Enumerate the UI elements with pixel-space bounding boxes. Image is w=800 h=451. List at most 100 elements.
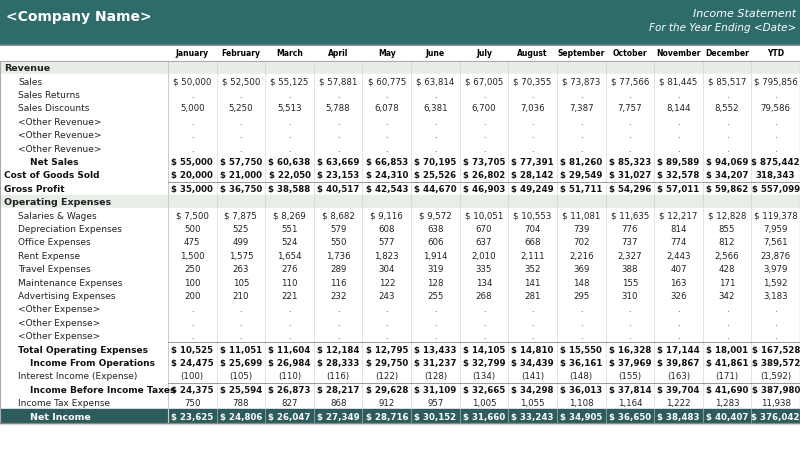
Text: 7,387: 7,387 [569, 104, 594, 113]
Text: 3,183: 3,183 [763, 291, 788, 300]
Text: .: . [482, 331, 486, 341]
Text: 318,343: 318,343 [756, 171, 795, 180]
Text: $ 38,588: $ 38,588 [269, 184, 310, 193]
Text: November: November [656, 50, 701, 58]
Text: Sales: Sales [18, 78, 42, 87]
Text: 1,005: 1,005 [472, 398, 496, 407]
Text: .: . [240, 118, 242, 127]
Bar [0, 276, 800, 289]
Text: .: . [531, 318, 534, 327]
Text: $ 40,517: $ 40,517 [317, 184, 359, 193]
Text: 342: 342 [719, 291, 735, 300]
Text: 6,078: 6,078 [374, 104, 399, 113]
Text: 704: 704 [524, 225, 541, 234]
Text: .: . [434, 144, 437, 153]
Text: $ 51,711: $ 51,711 [560, 184, 602, 193]
Text: .: . [434, 118, 437, 127]
Text: (100): (100) [181, 372, 204, 381]
Text: $ 44,670: $ 44,670 [414, 184, 457, 193]
Text: $ 85,517: $ 85,517 [708, 78, 746, 87]
Text: $ 39,867: $ 39,867 [658, 358, 700, 367]
Text: 276: 276 [282, 265, 298, 274]
Text: Income Before Income Taxes: Income Before Income Taxes [30, 385, 175, 394]
Text: .: . [482, 131, 486, 140]
Text: (105): (105) [230, 372, 253, 381]
Text: .: . [288, 144, 291, 153]
Text: YTD: YTD [767, 50, 784, 58]
Text: $ 42,543: $ 42,543 [366, 184, 408, 193]
Text: $ 94,069: $ 94,069 [706, 158, 748, 166]
Text: .: . [629, 118, 631, 127]
Text: $ 55,125: $ 55,125 [270, 78, 309, 87]
Text: 1,914: 1,914 [423, 251, 448, 260]
Text: 957: 957 [427, 398, 443, 407]
Text: .: . [726, 305, 728, 314]
Text: 7,757: 7,757 [618, 104, 642, 113]
Text: $ 28,217: $ 28,217 [317, 385, 359, 394]
Text: $ 31,109: $ 31,109 [414, 385, 457, 394]
Text: Office Expenses: Office Expenses [18, 238, 90, 247]
Text: .: . [386, 131, 388, 140]
Text: $ 46,903: $ 46,903 [463, 184, 505, 193]
Text: 2,566: 2,566 [714, 251, 739, 260]
Bar [0, 156, 800, 169]
Text: $ 20,000: $ 20,000 [171, 171, 214, 180]
Text: January: January [176, 50, 209, 58]
Bar [0, 75, 800, 88]
Text: .: . [580, 318, 582, 327]
Text: 1,592: 1,592 [763, 278, 788, 287]
Text: .: . [482, 305, 486, 314]
Text: $ 8,682: $ 8,682 [322, 211, 354, 220]
Text: 116: 116 [330, 278, 346, 287]
Text: $ 26,984: $ 26,984 [268, 358, 310, 367]
Text: $ 21,000: $ 21,000 [220, 171, 262, 180]
Text: 352: 352 [524, 265, 541, 274]
Text: $ 41,690: $ 41,690 [706, 385, 748, 394]
Text: $ 39,704: $ 39,704 [658, 385, 700, 394]
Text: 1,736: 1,736 [326, 251, 350, 260]
Text: 388: 388 [622, 265, 638, 274]
Text: February: February [222, 50, 261, 58]
Text: 868: 868 [330, 398, 346, 407]
Text: June: June [426, 50, 445, 58]
Text: .: . [434, 318, 437, 327]
Text: .: . [629, 305, 631, 314]
Text: $ 29,750: $ 29,750 [366, 358, 408, 367]
Text: 1,823: 1,823 [374, 251, 399, 260]
Text: .: . [386, 318, 388, 327]
Text: $ 7,500: $ 7,500 [176, 211, 209, 220]
Text: <Other Expense>: <Other Expense> [18, 331, 100, 341]
Text: 79,586: 79,586 [761, 104, 790, 113]
Text: $ 25,594: $ 25,594 [220, 385, 262, 394]
Bar [0, 102, 800, 115]
Text: $ 24,806: $ 24,806 [220, 412, 262, 421]
Text: $ 24,475: $ 24,475 [171, 358, 214, 367]
Text: 289: 289 [330, 265, 346, 274]
Text: <Company Name>: <Company Name> [6, 10, 152, 24]
Text: $ 31,237: $ 31,237 [414, 358, 457, 367]
Text: 295: 295 [573, 291, 590, 300]
Text: $ 54,296: $ 54,296 [609, 184, 651, 193]
Text: $ 70,195: $ 70,195 [414, 158, 457, 166]
Text: $ 34,439: $ 34,439 [511, 358, 554, 367]
Text: .: . [240, 91, 242, 100]
Text: .: . [288, 118, 291, 127]
Text: 827: 827 [282, 398, 298, 407]
Text: .: . [580, 131, 582, 140]
Text: $ 66,853: $ 66,853 [366, 158, 408, 166]
Text: September: September [558, 50, 605, 58]
Text: $ 28,716: $ 28,716 [366, 412, 408, 421]
Text: .: . [531, 131, 534, 140]
Text: .: . [774, 318, 777, 327]
Bar [0, 169, 800, 182]
Text: Income Statement: Income Statement [693, 9, 796, 19]
Bar [0, 196, 800, 209]
Text: .: . [434, 331, 437, 341]
Text: 2,010: 2,010 [472, 251, 496, 260]
Text: $ 12,217: $ 12,217 [659, 211, 698, 220]
Text: Total Operating Expenses: Total Operating Expenses [18, 345, 148, 354]
Text: Rent Expense: Rent Expense [18, 251, 80, 260]
Text: 668: 668 [524, 238, 541, 247]
Text: 148: 148 [573, 278, 590, 287]
Text: $ 376,042: $ 376,042 [751, 412, 800, 421]
